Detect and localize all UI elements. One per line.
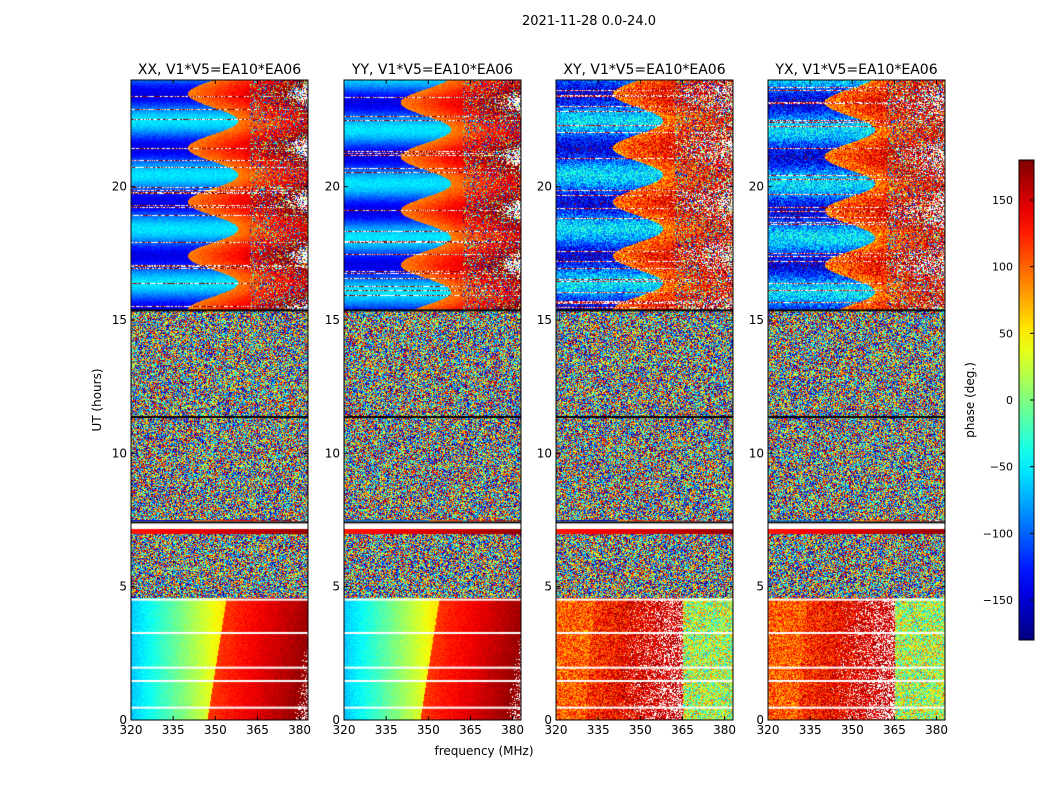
y-tick-label: 20 xyxy=(112,180,127,194)
panel-yx: YX, V1*V5=EA10*EA06 320 335 350 365 380 0 5 10 15… xyxy=(749,62,948,737)
x-tick-label: 365 xyxy=(883,723,906,737)
y-tick-label: 10 xyxy=(112,446,127,460)
y-tick-label: 0 xyxy=(332,713,340,727)
y-tick-label: 5 xyxy=(544,580,552,594)
x-tick-label: 380 xyxy=(713,723,736,737)
colorbar-tick-label: −50 xyxy=(990,461,1013,474)
y-tick-label: 15 xyxy=(749,313,764,327)
x-tick-label: 380 xyxy=(501,723,524,737)
panel-title: YY, V1*V5=EA10*EA06 xyxy=(351,62,513,78)
colorbar-tick-label: −100 xyxy=(983,527,1013,540)
colorbar-tick-label: 100 xyxy=(992,261,1013,274)
x-tick-label: 335 xyxy=(799,723,822,737)
y-tick-label: 0 xyxy=(544,713,552,727)
y-tick-label: 5 xyxy=(119,580,127,594)
x-tick-label: 365 xyxy=(246,723,269,737)
x-tick-label: 380 xyxy=(288,723,311,737)
panel-title: XY, V1*V5=EA10*EA06 xyxy=(563,62,725,78)
x-tick-label: 350 xyxy=(841,723,864,737)
x-tick-label: 320 xyxy=(545,723,568,737)
axes-frame xyxy=(343,79,522,721)
y-tick-label: 20 xyxy=(749,180,764,194)
y-tick-label: 15 xyxy=(325,313,340,327)
panel-yy: YY, V1*V5=EA10*EA06 320 335 350 365 380 0 5 10 15… xyxy=(325,62,524,737)
x-tick-label: 335 xyxy=(375,723,398,737)
panel-xx: XX, V1*V5=EA10*EA06 320 335 350 365 380 0 5 10 15… xyxy=(112,62,311,737)
y-tick-label: 20 xyxy=(537,180,552,194)
heatmap-xy xyxy=(556,80,733,720)
x-tick-label: 350 xyxy=(417,723,440,737)
colorbar: 150 100 50 0 −50 −100 −150 xyxy=(983,159,1035,641)
heatmap-yy xyxy=(344,80,521,720)
axes-frame xyxy=(130,79,309,721)
x-tick-label: 320 xyxy=(333,723,356,737)
x-tick-label: 365 xyxy=(459,723,482,737)
figure-suptitle: 2021-11-28 0.0-24.0 xyxy=(522,14,656,29)
axes-frame xyxy=(555,79,734,721)
y-tick-label: 10 xyxy=(325,446,340,460)
y-tick-label: 15 xyxy=(537,313,552,327)
panel-xy: XY, V1*V5=EA10*EA06 320 335 350 365 380 0 5 10 15… xyxy=(537,62,736,737)
y-axis-label: UT (hours) xyxy=(90,368,104,431)
colorbar-tick-label: 50 xyxy=(999,327,1013,340)
x-axis-label: frequency (MHz) xyxy=(434,744,533,758)
y-tick-label: 10 xyxy=(537,446,552,460)
x-tick-label: 380 xyxy=(925,723,948,737)
y-tick-label: 5 xyxy=(756,580,764,594)
colorbar-label: phase (deg.) xyxy=(963,362,977,438)
x-tick-label: 320 xyxy=(120,723,143,737)
x-tick-label: 335 xyxy=(587,723,610,737)
x-tick-label: 320 xyxy=(757,723,780,737)
x-tick-label: 335 xyxy=(162,723,185,737)
panel-title: YX, V1*V5=EA10*EA06 xyxy=(774,62,937,78)
colorbar-tick-label: −150 xyxy=(983,594,1013,607)
colorbar-tick-label: 0 xyxy=(1006,394,1013,407)
y-tick-label: 15 xyxy=(112,313,127,327)
y-tick-label: 0 xyxy=(756,713,764,727)
panel-title: XX, V1*V5=EA10*EA06 xyxy=(138,62,301,78)
x-tick-label: 350 xyxy=(629,723,652,737)
y-tick-label: 5 xyxy=(332,580,340,594)
heatmap-yx xyxy=(768,80,945,720)
colorbar-tick-label: 150 xyxy=(992,194,1013,207)
x-tick-label: 365 xyxy=(671,723,694,737)
y-tick-label: 0 xyxy=(119,713,127,727)
panels-group: XX, V1*V5=EA10*EA06 320 335 350 365 380 0 5 10 15… xyxy=(112,62,948,737)
heatmap-xx xyxy=(131,80,308,720)
y-tick-label: 20 xyxy=(325,180,340,194)
axes-frame xyxy=(767,79,946,721)
x-tick-label: 350 xyxy=(204,723,227,737)
y-tick-label: 10 xyxy=(749,446,764,460)
